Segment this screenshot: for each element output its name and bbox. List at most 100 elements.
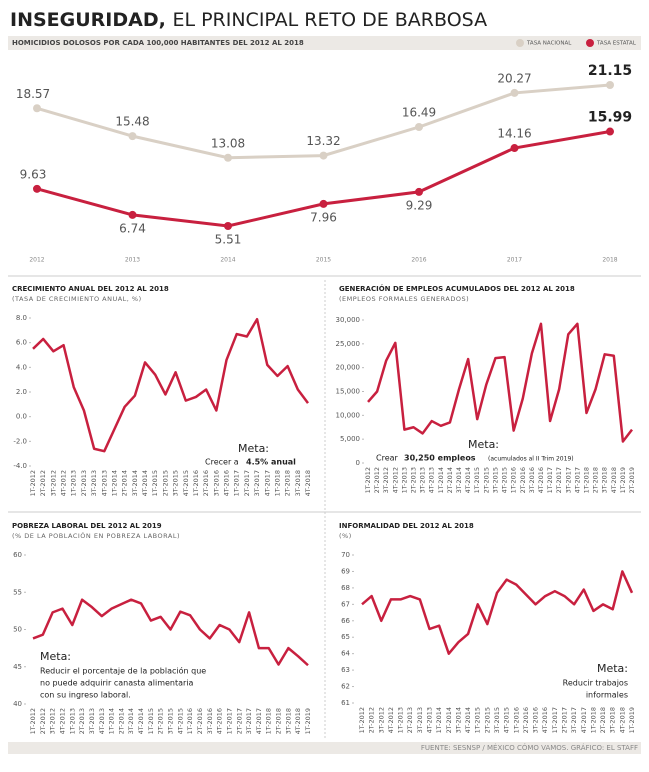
point xyxy=(128,210,137,219)
point xyxy=(33,104,41,113)
value-label: 21.15 xyxy=(588,63,632,79)
y-tick-label: 0 xyxy=(356,459,360,467)
annotation: Reducir trabajos xyxy=(563,679,628,688)
x-tick-label: 1T-2017 xyxy=(546,467,554,493)
x-tick-label: 1T-2017 xyxy=(233,470,241,496)
x-tick-label: 2016 xyxy=(411,257,426,264)
y-tick-label: -4.0 xyxy=(13,462,27,470)
x-tick-label: 1T-2018 xyxy=(589,707,597,733)
y-tick-label: 30,000 xyxy=(336,316,361,324)
point xyxy=(319,151,328,160)
x-tick-label: 4T-2012 xyxy=(60,470,68,496)
x-tick-label: 2T-2013 xyxy=(410,467,418,493)
legend-label: TASA NACIONAL xyxy=(526,41,572,47)
x-tick-label: 2T-2018 xyxy=(284,470,292,496)
x-tick-label: 1T-2018 xyxy=(273,470,281,496)
annotation: Reducir el porcentaje de la población qu… xyxy=(40,666,206,676)
y-tick-label: 45 xyxy=(13,663,22,671)
x-tick-label: 1T-2016 xyxy=(512,707,520,733)
y-tick-label: 62 xyxy=(341,683,350,691)
y-tick-label: 0.0 xyxy=(16,413,27,421)
x-tick-label: 4T-2014 xyxy=(464,707,472,733)
y-tick-label: 4.0 xyxy=(16,363,27,371)
x-tick-label: 4T-2012 xyxy=(391,467,399,493)
title: INSEGURIDAD, EL PRINCIPAL RETO DE BARBOS… xyxy=(10,9,487,31)
x-tick-label: 3T-2015 xyxy=(493,707,501,733)
value-label: 14.16 xyxy=(497,127,531,141)
point xyxy=(224,153,232,162)
chart-subtitle: (%) xyxy=(339,532,352,540)
x-tick-label: 3T-2016 xyxy=(212,470,220,496)
x-tick-label: 2T-2017 xyxy=(235,708,243,734)
x-tick-label: 3T-2013 xyxy=(88,708,96,734)
x-tick-label: 1T-2018 xyxy=(265,708,273,734)
annotation: Crear xyxy=(376,454,399,463)
x-tick-label: 2T-2019 xyxy=(628,467,636,493)
x-tick-label: 2T-2016 xyxy=(522,707,530,733)
annotation: Meta: xyxy=(238,442,269,455)
x-tick-label: 3T-2012 xyxy=(382,467,390,493)
annotation: 4.5% anual xyxy=(246,458,296,467)
x-tick-label: 3T-2014 xyxy=(127,708,135,734)
annotation: no puede adquirir canasta alimentaria xyxy=(40,679,194,688)
x-tick-label: 2T-2012 xyxy=(368,707,376,733)
x-tick-label: 4T-2015 xyxy=(182,470,190,496)
x-tick-label: 2T-2014 xyxy=(117,708,125,734)
x-tick-label: 3T-2015 xyxy=(172,470,180,496)
x-tick-label: 3T-2018 xyxy=(609,707,617,733)
x-tick-label: 3T-2014 xyxy=(454,707,462,733)
annotation: (acumulados al II Trim 2019) xyxy=(488,456,574,463)
x-tick-label: 2013 xyxy=(125,257,140,264)
chart-subtitle: (% DE LA POBLACIÓN EN POBREZA LABORAL) xyxy=(12,531,180,540)
y-tick-label: 15,000 xyxy=(336,388,361,396)
y-tick-label: 5,000 xyxy=(340,435,360,443)
y-tick-label: 66 xyxy=(341,617,350,625)
x-tick-label: 4T-2016 xyxy=(537,467,545,493)
x-tick-label: 1T-2015 xyxy=(473,467,481,493)
point xyxy=(128,132,137,141)
x-tick-label: 4T-2018 xyxy=(618,707,626,733)
x-tick-label: 2014 xyxy=(220,257,235,264)
x-tick-label: 4T-2012 xyxy=(58,708,66,734)
x-tick-label: 2T-2015 xyxy=(161,470,169,496)
x-tick-label: 1T-2015 xyxy=(474,707,482,733)
y-tick-label: 60 xyxy=(13,551,22,559)
x-tick-label: 4T-2015 xyxy=(176,708,184,734)
value-label: 13.08 xyxy=(211,136,245,150)
x-tick-label: 4T-2013 xyxy=(100,470,108,496)
x-tick-label: 3T-2016 xyxy=(206,708,214,734)
y-tick-label: -2.0 xyxy=(13,437,27,445)
x-tick-label: 4T-2018 xyxy=(294,708,302,734)
x-tick-label: 2015 xyxy=(316,257,331,264)
x-tick-label: 2T-2016 xyxy=(196,708,204,734)
x-tick-label: 1T-2013 xyxy=(400,467,408,493)
x-tick-label: 3T-2014 xyxy=(455,467,463,493)
point xyxy=(319,199,328,208)
x-tick-label: 2017 xyxy=(507,257,522,264)
x-tick-label: 1T-2018 xyxy=(582,467,590,493)
annotation: con su ingreso laboral. xyxy=(40,691,131,700)
y-tick-label: 8.0 xyxy=(16,314,27,322)
x-tick-label: 3T-2018 xyxy=(284,708,292,734)
x-tick-label: 1T-2014 xyxy=(435,707,443,733)
x-tick-label: 3T-2014 xyxy=(131,470,139,496)
x-tick-label: 4T-2015 xyxy=(501,467,509,493)
x-tick-label: 3T-2015 xyxy=(491,467,499,493)
chart-subtitle: (EMPLEOS FORMALES GENERADOS) xyxy=(339,295,469,303)
x-tick-label: 3T-2016 xyxy=(528,467,536,493)
y-tick-label: 40 xyxy=(13,700,22,708)
y-tick-label: 65 xyxy=(341,633,350,641)
y-tick-label: 70 xyxy=(341,551,350,559)
x-tick-label: 2T-2015 xyxy=(483,707,491,733)
x-tick-label: 1T-2017 xyxy=(551,707,559,733)
x-tick-label: 4T-2018 xyxy=(304,470,312,496)
x-tick-label: 1T-2013 xyxy=(397,707,405,733)
x-tick-label: 2T-2012 xyxy=(39,470,47,496)
subtitle: HOMICIDIOS DOLOSOS POR CADA 100,000 HABI… xyxy=(12,39,304,47)
point xyxy=(510,88,519,97)
x-tick-label: 4T-2015 xyxy=(503,707,511,733)
x-tick-label: 1T-2012 xyxy=(29,708,37,734)
x-tick-label: 2T-2014 xyxy=(121,470,129,496)
annotation: Meta: xyxy=(40,650,71,663)
x-tick-label: 3T-2017 xyxy=(564,467,572,493)
